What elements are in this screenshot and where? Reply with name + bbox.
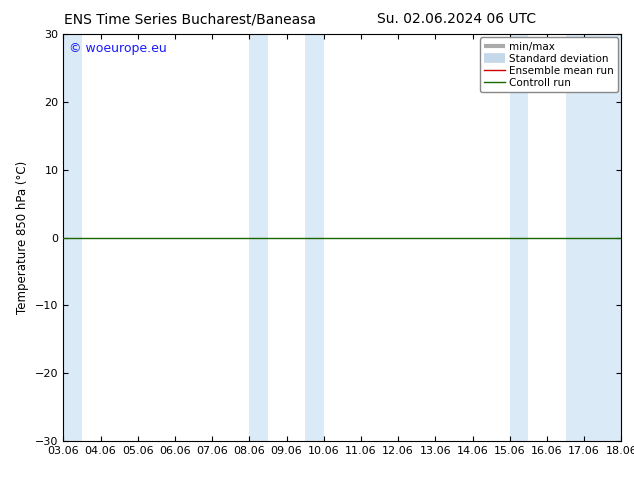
Bar	[63, 34, 82, 441]
Bar	[249, 34, 268, 441]
Bar	[510, 34, 528, 441]
Bar	[305, 34, 324, 441]
Text: Su. 02.06.2024 06 UTC: Su. 02.06.2024 06 UTC	[377, 12, 536, 26]
Text: © woeurope.eu: © woeurope.eu	[69, 43, 167, 55]
Bar	[566, 34, 621, 441]
Y-axis label: Temperature 850 hPa (°C): Temperature 850 hPa (°C)	[16, 161, 30, 314]
Legend: min/max, Standard deviation, Ensemble mean run, Controll run: min/max, Standard deviation, Ensemble me…	[480, 37, 618, 92]
Text: ENS Time Series Bucharest/Baneasa: ENS Time Series Bucharest/Baneasa	[64, 12, 316, 26]
